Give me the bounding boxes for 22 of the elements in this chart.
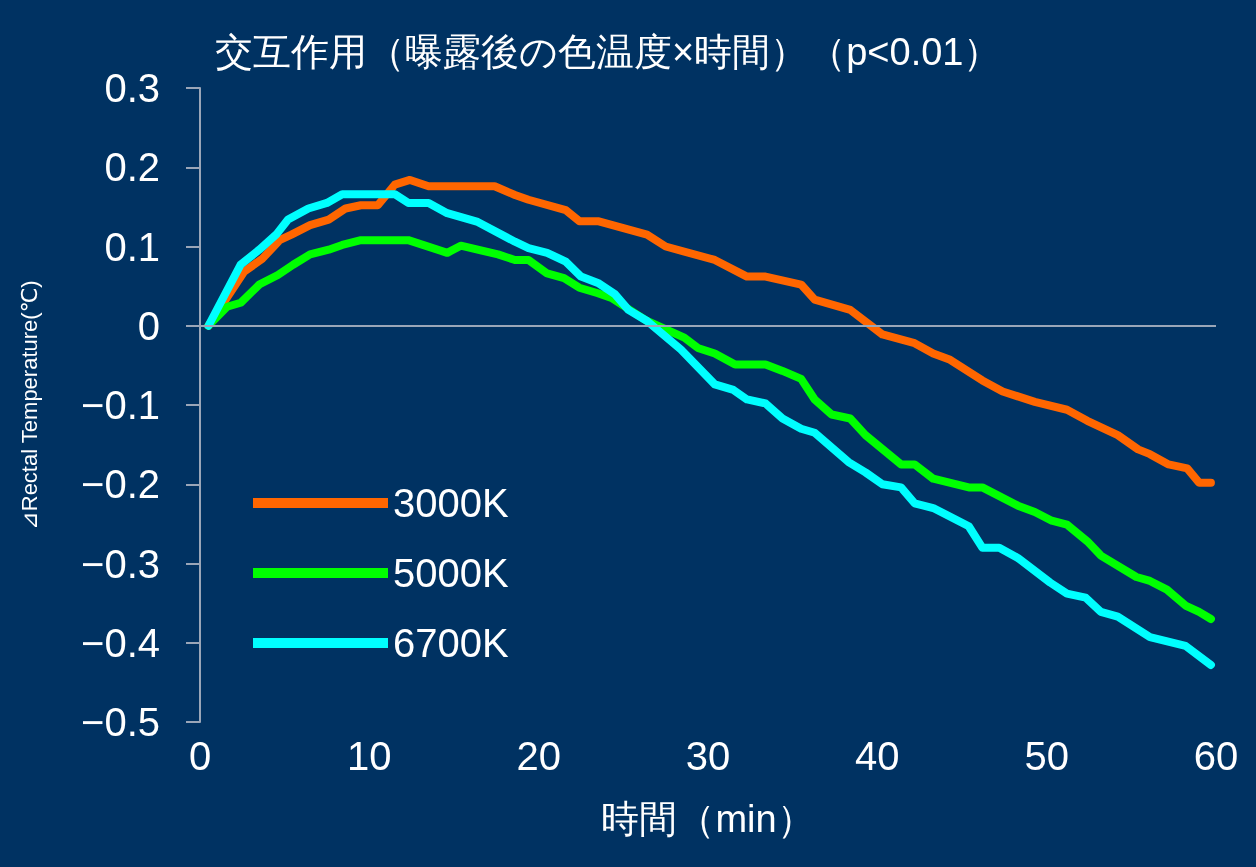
y-tick-label: −0.5	[81, 700, 160, 744]
x-tick-label: 50	[1024, 734, 1069, 778]
legend-label: 5000K	[393, 551, 509, 595]
y-tick-label: 0.1	[104, 224, 160, 269]
y-tick-label: −0.2	[81, 462, 160, 507]
y-tick-label: −0.3	[81, 541, 160, 586]
x-tick-label: 60	[1193, 734, 1239, 778]
y-tick-label: 0.2	[104, 145, 160, 190]
x-axis-title: 時間（min）	[601, 798, 815, 840]
x-tick-label: 20	[516, 734, 561, 778]
y-tick-label: −0.4	[81, 620, 160, 665]
legend-label: 6700K	[393, 621, 509, 665]
x-tick-label: 40	[855, 734, 900, 778]
legend-label: 3000K	[393, 481, 509, 525]
y-axis-title: ⊿Rectal Temperature(℃)	[16, 280, 42, 530]
x-tick-label: 30	[685, 734, 731, 778]
y-tick-label: −0.1	[81, 383, 160, 427]
y-tick-label: 0.3	[104, 66, 160, 110]
y-tick-label: 0	[137, 303, 160, 348]
x-tick-label: 10	[347, 734, 392, 778]
x-tick-label: 0	[188, 734, 212, 778]
chart-title: 交互作用（曝露後の色温度×時間）（p<0.01）	[215, 31, 1002, 73]
